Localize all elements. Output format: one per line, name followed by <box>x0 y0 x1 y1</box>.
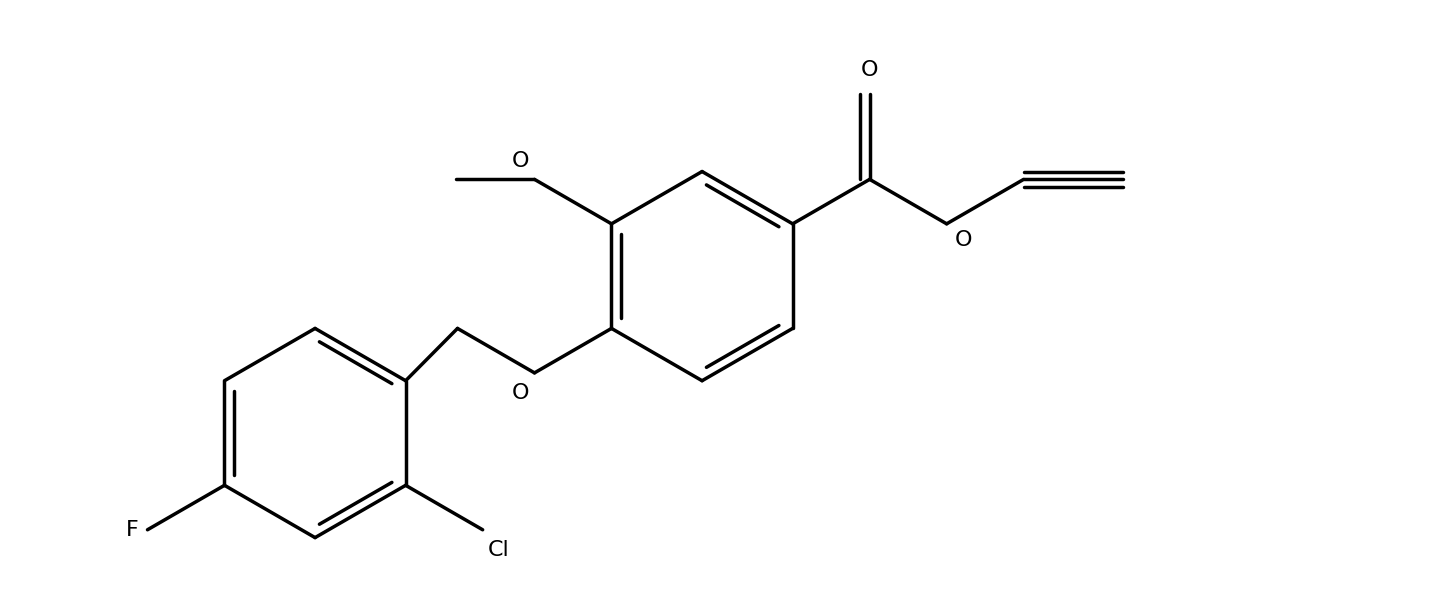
Text: F: F <box>126 520 139 540</box>
Text: O: O <box>860 60 878 80</box>
Text: Cl: Cl <box>487 540 509 560</box>
Text: O: O <box>954 230 973 250</box>
Text: O: O <box>512 383 529 403</box>
Text: O: O <box>512 151 529 171</box>
